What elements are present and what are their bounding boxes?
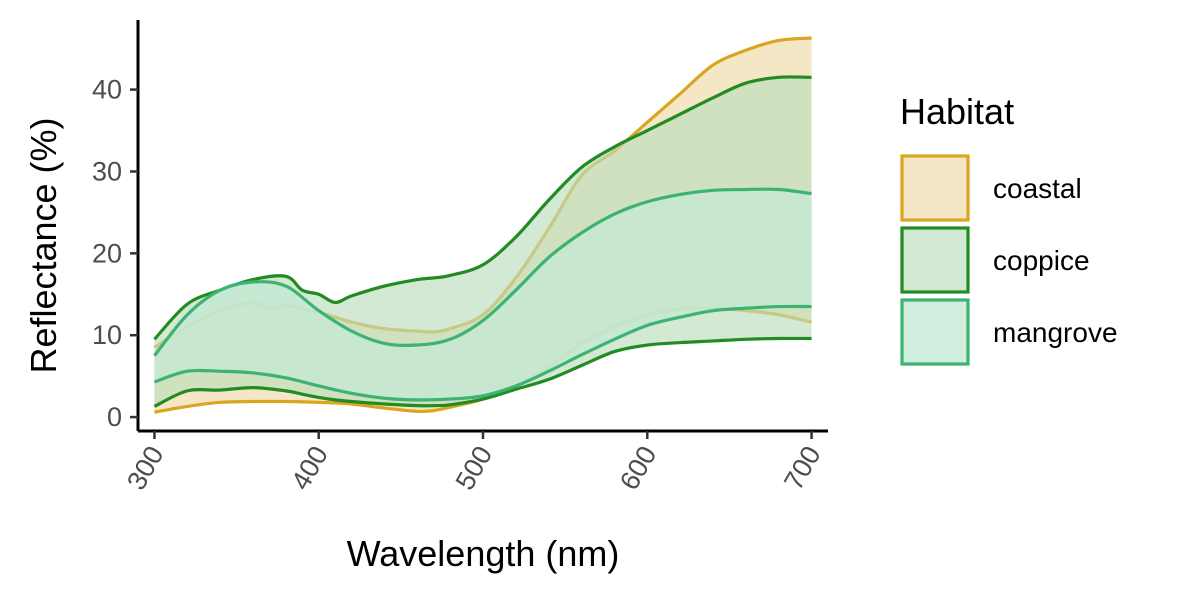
x-tick-label: 500: [450, 441, 499, 495]
legend-title: Habitat: [900, 91, 1014, 132]
x-tick-label: 300: [121, 441, 170, 495]
x-tick-label: 600: [614, 441, 663, 495]
legend-key-coastal: coastal: [900, 154, 1082, 222]
band-fill-mangrove: [154, 189, 812, 400]
y-tick-label: 20: [92, 238, 122, 268]
legend: Habitat coastal coppice mangrove: [900, 91, 1118, 366]
legend-swatch-coppice: [900, 226, 970, 294]
legend-label-mangrove: mangrove: [993, 317, 1118, 348]
legend-swatch-coastal: [900, 154, 970, 222]
legend-key-mangrove: mangrove: [900, 298, 1118, 366]
y-tick-label: 10: [92, 320, 122, 350]
band-lower-line-mangrove: [153, 304, 812, 402]
y-axis-title: Reflectance (%): [23, 117, 64, 373]
x-tick-label: 400: [285, 441, 334, 495]
band-mangrove: [153, 187, 812, 402]
x-tick-label: 700: [778, 441, 827, 495]
band-upper-line-mangrove: [153, 187, 812, 357]
x-axis-ticks: 300 400 500 600 700: [121, 431, 827, 495]
y-tick-label: 30: [92, 156, 122, 186]
legend-label-coppice: coppice: [993, 245, 1090, 276]
legend-swatch-mangrove: [900, 298, 970, 366]
y-tick-label: 0: [107, 402, 122, 432]
legend-key-coppice: coppice: [900, 226, 1090, 294]
x-axis-title: Wavelength (nm): [347, 533, 620, 574]
series-bands: [153, 36, 812, 414]
y-tick-label: 40: [92, 75, 122, 105]
y-axis-ticks: 0 10 20 30 40: [92, 75, 138, 432]
legend-label-coastal: coastal: [993, 173, 1082, 204]
band-lower-line-coppice: [153, 336, 812, 408]
band-upper-line-coppice: [153, 75, 812, 341]
